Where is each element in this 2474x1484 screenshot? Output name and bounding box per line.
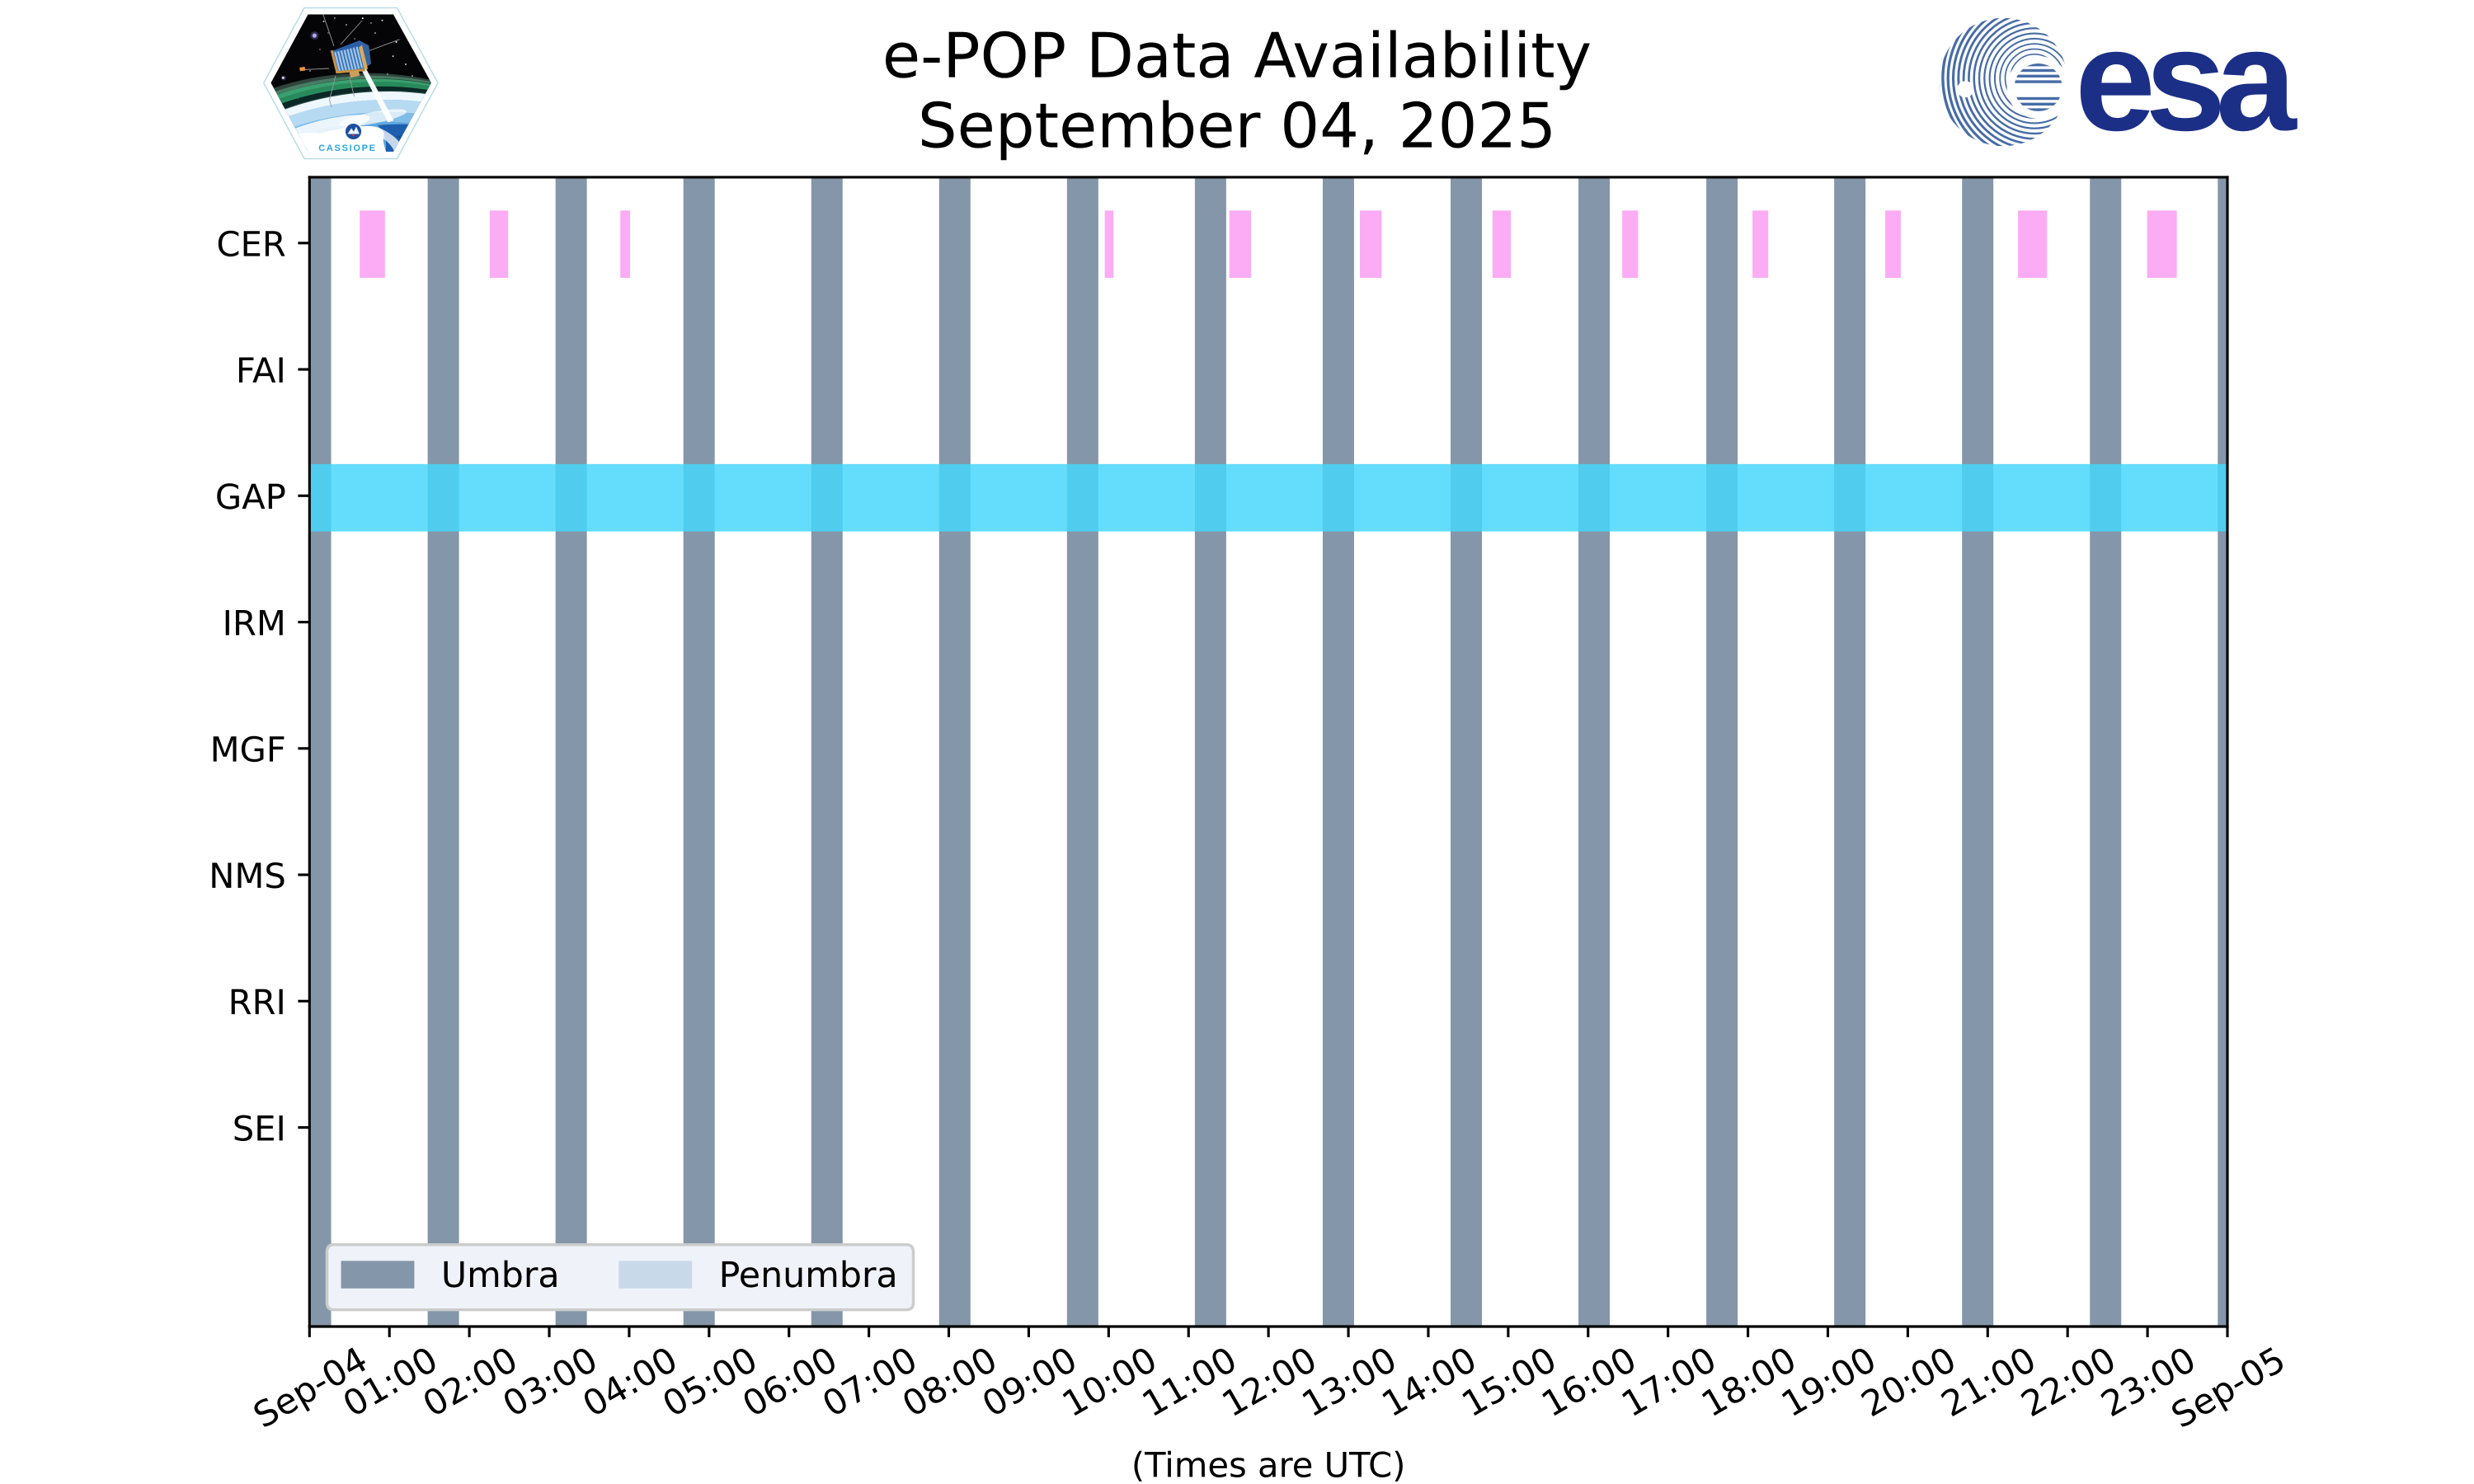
svg-text:CASSIOPE: CASSIOPE bbox=[318, 143, 376, 153]
svg-text:esa: esa bbox=[2075, 0, 2298, 162]
